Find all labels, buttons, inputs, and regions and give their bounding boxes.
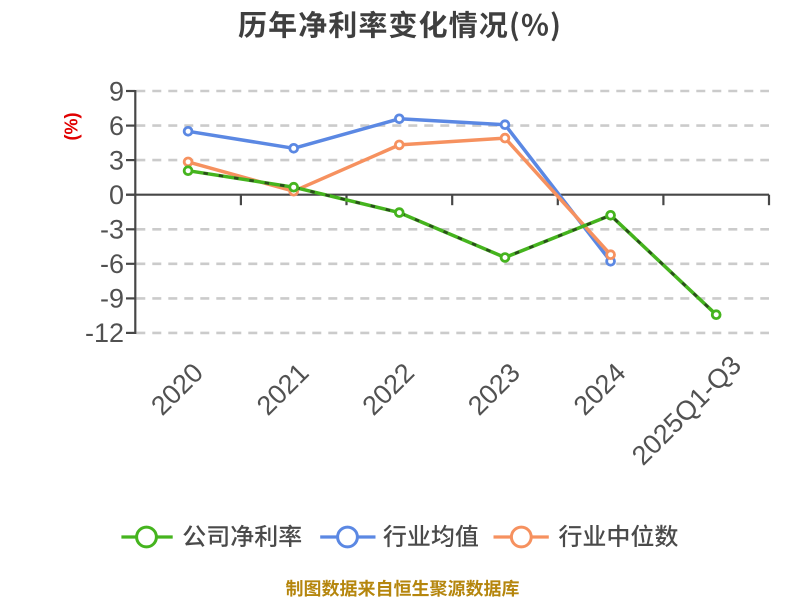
svg-text:-3: -3: [100, 215, 124, 245]
svg-text:-9: -9: [100, 284, 124, 314]
svg-text:2024: 2024: [568, 357, 632, 421]
svg-text:3: 3: [109, 145, 124, 175]
svg-text:9: 9: [109, 76, 124, 106]
svg-text:2020: 2020: [145, 357, 209, 421]
svg-text:2023: 2023: [462, 357, 526, 421]
svg-text:0: 0: [109, 180, 124, 210]
svg-text:2021: 2021: [251, 357, 315, 421]
svg-text:2025Q1-Q3: 2025Q1-Q3: [626, 350, 747, 471]
svg-text:2022: 2022: [356, 357, 420, 421]
svg-text:(%): (%): [62, 113, 82, 141]
svg-text:-12: -12: [85, 318, 124, 348]
svg-text:6: 6: [109, 111, 124, 141]
svg-text:-6: -6: [100, 249, 124, 279]
